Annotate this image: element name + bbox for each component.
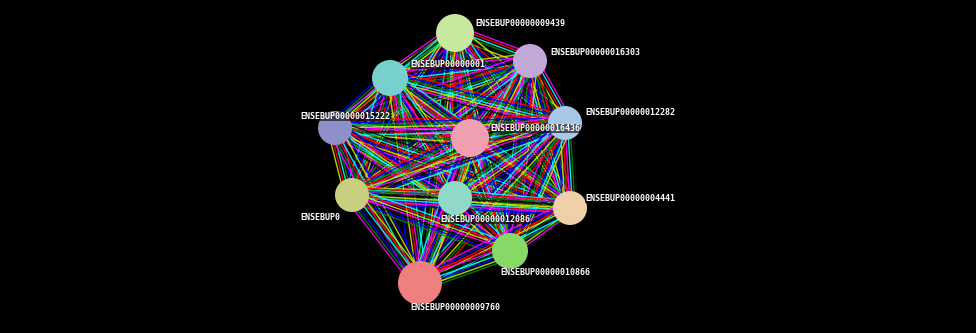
Circle shape bbox=[398, 261, 442, 305]
Text: ENSEBUP00000015222: ENSEBUP00000015222 bbox=[300, 112, 390, 121]
Text: ENSEBUP00000009760: ENSEBUP00000009760 bbox=[410, 303, 500, 312]
Circle shape bbox=[436, 14, 474, 52]
Circle shape bbox=[318, 111, 352, 145]
Text: ENSEBUP00000004441: ENSEBUP00000004441 bbox=[585, 194, 675, 203]
Circle shape bbox=[372, 60, 408, 96]
Text: ENSEBUP00000010866: ENSEBUP00000010866 bbox=[500, 268, 590, 277]
Circle shape bbox=[513, 44, 547, 78]
Circle shape bbox=[548, 106, 582, 140]
Text: ENSEBUP00000001: ENSEBUP00000001 bbox=[410, 60, 485, 69]
Circle shape bbox=[451, 119, 489, 157]
Text: ENSEBUP00000012086: ENSEBUP00000012086 bbox=[440, 215, 530, 224]
Text: ENSEBUP00000009439: ENSEBUP00000009439 bbox=[475, 19, 565, 28]
Text: ENSEBUP0: ENSEBUP0 bbox=[300, 213, 340, 222]
Text: ENSEBUP00000016436: ENSEBUP00000016436 bbox=[490, 124, 580, 133]
Circle shape bbox=[438, 181, 472, 215]
Circle shape bbox=[335, 178, 369, 212]
Text: ENSEBUP00000012282: ENSEBUP00000012282 bbox=[585, 108, 675, 117]
Text: ENSEBUP00000016303: ENSEBUP00000016303 bbox=[550, 48, 640, 57]
Circle shape bbox=[492, 233, 528, 269]
Circle shape bbox=[553, 191, 587, 225]
